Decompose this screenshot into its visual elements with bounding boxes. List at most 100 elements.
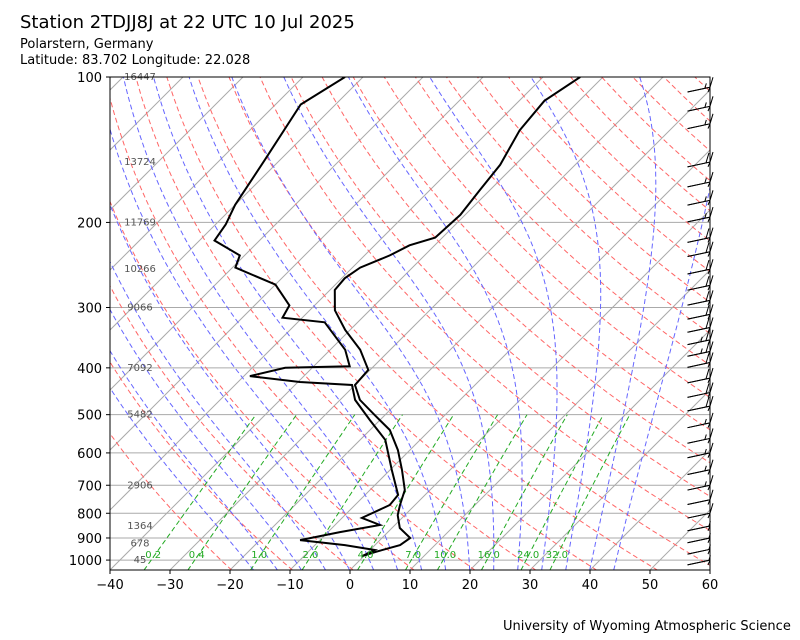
barb-shaft	[707, 392, 711, 398]
barb-flag	[705, 259, 710, 271]
barb-shaft	[707, 269, 711, 275]
barb-flag	[709, 489, 714, 500]
barb-half	[708, 544, 711, 550]
y-tick-label: 700	[77, 479, 102, 494]
wind-barb	[687, 489, 714, 506]
barb-line	[687, 499, 711, 506]
isotherm	[110, 77, 124, 91]
dry-adiabat	[110, 96, 476, 570]
barb-shaft	[707, 314, 711, 320]
barb-flag	[709, 329, 714, 340]
barb-shaft	[707, 513, 711, 519]
barb-line	[687, 525, 711, 532]
barb-shaft	[707, 377, 711, 384]
barb-half	[704, 213, 707, 219]
barb-line	[687, 559, 711, 566]
barb-flag	[705, 368, 710, 380]
dry-adiabat	[197, 77, 659, 570]
y-tick-label: 400	[77, 362, 102, 377]
x-tick-label: 60	[702, 578, 719, 593]
barb-flag	[705, 242, 710, 253]
barb-shaft	[707, 216, 711, 223]
wind-barb	[687, 428, 714, 444]
barb-shaft	[707, 485, 711, 491]
barb-shaft	[707, 123, 711, 129]
wind-barb	[687, 259, 714, 275]
x-tick-label: −40	[96, 578, 123, 593]
mixing-ratio-label: 32.0	[546, 550, 568, 561]
y-tick-label: 600	[77, 447, 102, 462]
barb-flag	[709, 442, 714, 454]
barb-flag	[709, 190, 714, 201]
wind-barb	[687, 329, 714, 346]
barb-shaft	[707, 438, 711, 444]
barb-half	[704, 434, 707, 440]
barb-flag	[705, 318, 710, 329]
barb-flag	[705, 330, 710, 341]
moist-adiabat	[231, 77, 471, 570]
isotherm	[469, 329, 710, 570]
barb-shaft	[707, 200, 711, 206]
barb-line	[687, 362, 711, 368]
height-label: 13724	[124, 157, 156, 168]
mixing-ratio-line	[520, 414, 604, 570]
barb-flag	[709, 503, 714, 514]
barb-half	[708, 533, 711, 539]
barb-flag	[709, 206, 714, 218]
wind-barb	[687, 475, 714, 491]
isotherm	[110, 77, 544, 511]
mixing-ratio-label: 4.0	[358, 550, 374, 561]
dewpoint-line	[213, 77, 400, 558]
wind-barb	[687, 352, 714, 368]
barb-half	[700, 348, 703, 354]
x-tick-label: 0	[346, 578, 354, 593]
barb-flag	[709, 304, 714, 315]
wind-barb	[687, 171, 714, 188]
height-label: 1364	[127, 521, 152, 532]
barb-line	[687, 469, 711, 475]
mixing-ratio-label: 10.0	[434, 550, 456, 561]
wind-barb	[687, 503, 714, 519]
temperature-line	[333, 77, 581, 558]
barb-shaft	[707, 452, 711, 458]
barb-shaft	[707, 300, 711, 306]
wind-barb	[687, 290, 714, 306]
moist-adiabat	[188, 77, 447, 570]
isotherm	[529, 389, 710, 570]
moist-adiabat	[110, 260, 327, 570]
mixing-ratio-line	[187, 414, 298, 570]
barb-flag	[709, 367, 714, 379]
isotherm	[110, 77, 364, 331]
barb-flag	[705, 383, 710, 394]
barb-line	[687, 105, 711, 112]
mixing-ratio-line	[301, 414, 403, 570]
mixing-ratio-line	[404, 414, 499, 570]
barb-shaft	[707, 251, 711, 257]
mixing-ratio-label: 0.2	[145, 550, 161, 561]
x-tick-label: −10	[276, 578, 303, 593]
moist-adiabat	[347, 77, 523, 570]
isotherm	[289, 149, 710, 570]
barb-half	[704, 465, 707, 471]
dry-adiabat	[663, 77, 710, 122]
height-label: 9066	[127, 302, 152, 313]
barb-half	[704, 83, 707, 89]
wind-barb	[687, 521, 711, 532]
barb-shaft	[707, 422, 711, 428]
x-tick-label: 30	[522, 578, 539, 593]
barb-line	[687, 86, 711, 93]
dry-adiabat	[414, 77, 710, 366]
barb-flag	[709, 382, 714, 393]
barb-flag	[705, 228, 710, 239]
barb-shaft	[707, 181, 711, 188]
isotherm	[110, 77, 184, 151]
height-label: 45	[134, 555, 147, 566]
barb-flag	[709, 151, 714, 163]
dry-adiabat	[477, 77, 710, 303]
barb-flag	[705, 305, 710, 316]
wind-barb	[687, 227, 714, 243]
mixing-ratio-line	[436, 414, 528, 570]
wind-barb	[687, 533, 711, 544]
barb-flag	[709, 428, 714, 439]
